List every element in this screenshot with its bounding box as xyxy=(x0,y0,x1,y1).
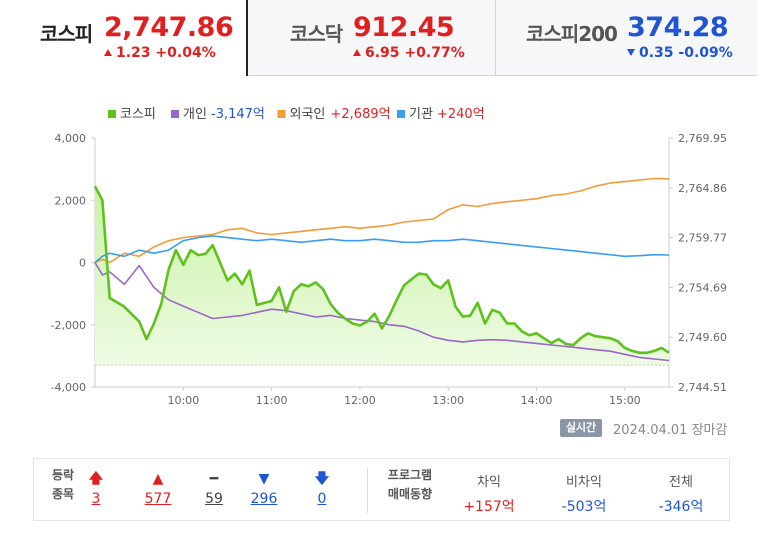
index-tabs: 코스피 2,747.86 1.23 +0.04% 코스닥 912.45 6.95… xyxy=(0,0,757,76)
individual-legend-label: 개인 xyxy=(183,107,207,122)
tab-kosdaq-name: 코스닥 xyxy=(290,22,343,46)
tab-kospi-name: 코스피 xyxy=(40,22,93,46)
x-tick-label: 12:00 xyxy=(344,394,376,406)
stat-fall-triangle[interactable]: ▼ 296 xyxy=(249,471,279,507)
individual-legend-amount: -3,147억 xyxy=(211,107,265,122)
stat-value[interactable]: 0 xyxy=(317,491,327,507)
institution-series-line xyxy=(94,235,670,264)
program-header: 프로그램 매매동향 xyxy=(380,466,440,504)
foreign-legend-amount: +2,689억 xyxy=(331,107,391,122)
tab-kospi200-name: 코스피200 xyxy=(526,22,618,46)
flat-dash-icon: ━ xyxy=(209,471,219,487)
stats-header-line1: 등락 xyxy=(51,468,75,482)
tab-kospi[interactable]: 코스피 2,747.86 1.23 +0.04% xyxy=(0,0,248,76)
program-label: 차익 xyxy=(477,475,501,490)
kospi-area xyxy=(95,186,669,365)
stat-value[interactable]: 577 xyxy=(144,491,172,507)
realtime-badge[interactable]: 실시간 xyxy=(560,419,602,437)
left-tick-label: -2,000 xyxy=(51,319,86,332)
stats-header-line2: 종목 xyxy=(51,487,75,501)
institution-legend-label: 기관 xyxy=(409,107,433,122)
left-tick-label: -4,000 xyxy=(51,381,86,394)
x-tick-label: 13:00 xyxy=(432,394,464,406)
left-tick-label: 4,000 xyxy=(55,132,87,145)
x-tick-label: 14:00 xyxy=(521,394,553,406)
market-stats-panel: 등락 종목 🡅 3 ▲ 577 ━ 59 ▼ 296 🡇 0 프로그램 매매동향 차익 +157억 비… xyxy=(33,458,730,521)
stat-value[interactable]: 3 xyxy=(91,491,101,507)
foreign-series-line xyxy=(94,177,670,264)
market-date-status: 2024.04.01 장마감 xyxy=(613,423,728,438)
program-value: -503억 xyxy=(561,499,607,515)
institution-legend-amount: +240억 xyxy=(437,107,485,122)
left-tick-label: 2,000 xyxy=(55,194,87,207)
foreign-legend-label: 외국인 xyxy=(290,107,326,122)
x-tick-label: 10:00 xyxy=(167,394,199,406)
tab-kosdaq-value: 912.45 xyxy=(353,12,455,43)
individual-legend-swatch xyxy=(171,110,179,118)
right-tick-label: 2,754.69 xyxy=(678,281,727,294)
stats-divider xyxy=(367,467,368,513)
program-header-line1: 프로그램 xyxy=(387,468,433,482)
program-col: 전체 -346억 xyxy=(636,471,726,516)
tab-kospi-value: 2,747.86 xyxy=(104,12,234,43)
stat-lower-limit-arrow[interactable]: 🡇 0 xyxy=(307,471,337,507)
program-col: 비차익 -503억 xyxy=(539,471,629,516)
up-arrow-icon xyxy=(353,49,361,56)
stat-value[interactable]: 59 xyxy=(205,491,223,507)
right-tick-label: 2,749.60 xyxy=(678,331,727,344)
institution-legend-swatch xyxy=(397,110,405,118)
stat-upper-limit-arrow[interactable]: 🡅 3 xyxy=(81,471,111,507)
tab-kospi200-change: 0.35 -0.09% xyxy=(627,45,733,61)
program-value: +157억 xyxy=(463,499,515,515)
x-tick-label: 11:00 xyxy=(256,394,288,406)
kospi-series-line xyxy=(93,185,670,355)
tab-kospi200-change-text: 0.35 -0.09% xyxy=(639,45,733,61)
program-label: 전체 xyxy=(669,475,693,490)
left-tick-label: 0 xyxy=(79,257,86,270)
stat-value[interactable]: 296 xyxy=(250,491,278,507)
program-label: 비차익 xyxy=(566,475,602,490)
tab-kosdaq-change-text: 6.95 +0.77% xyxy=(365,45,465,61)
tab-kospi200-value: 374.28 xyxy=(627,12,729,43)
program-header-line2: 매매동향 xyxy=(387,487,433,501)
tab-kosdaq[interactable]: 코스닥 912.45 6.95 +0.77% xyxy=(248,0,496,76)
tab-kosdaq-change: 6.95 +0.77% xyxy=(353,45,465,61)
stat-flat-dash[interactable]: ━ 59 xyxy=(199,471,229,507)
foreign-legend-swatch xyxy=(277,110,286,118)
stats-header: 등락 종목 xyxy=(48,466,78,504)
lower-limit-arrow-icon: 🡇 xyxy=(314,471,330,487)
right-tick-label: 2,759.77 xyxy=(678,232,727,245)
right-tick-label: 2,769.95 xyxy=(678,132,727,145)
up-arrow-icon xyxy=(104,49,112,56)
kospi-legend-swatch xyxy=(108,110,116,118)
right-tick-label: 2,744.51 xyxy=(678,381,727,394)
investor-trend-chart: 4,000 2,000 0 -2,000 -4,000 2,769.95 2,764.86 2… xyxy=(51,107,727,406)
upper-limit-arrow-icon: 🡅 xyxy=(88,471,104,487)
kospi-legend-label: 코스피 xyxy=(120,107,156,122)
right-tick-label: 2,764.86 xyxy=(678,182,727,195)
stat-rise-triangle[interactable]: ▲ 577 xyxy=(143,471,173,507)
rise-triangle-icon: ▲ xyxy=(152,471,164,487)
tab-kospi-change-text: 1.23 +0.04% xyxy=(116,45,216,61)
program-col: 차익 +157억 xyxy=(444,471,534,516)
program-value: -346억 xyxy=(658,499,704,515)
x-tick-label: 15:00 xyxy=(609,394,641,406)
tab-kospi200[interactable]: 코스피200 374.28 0.35 -0.09% xyxy=(496,0,757,76)
tab-kospi-change: 1.23 +0.04% xyxy=(104,45,216,61)
down-arrow-icon xyxy=(627,49,635,56)
fall-triangle-icon: ▼ xyxy=(258,471,270,487)
individual-series-line xyxy=(94,262,670,362)
